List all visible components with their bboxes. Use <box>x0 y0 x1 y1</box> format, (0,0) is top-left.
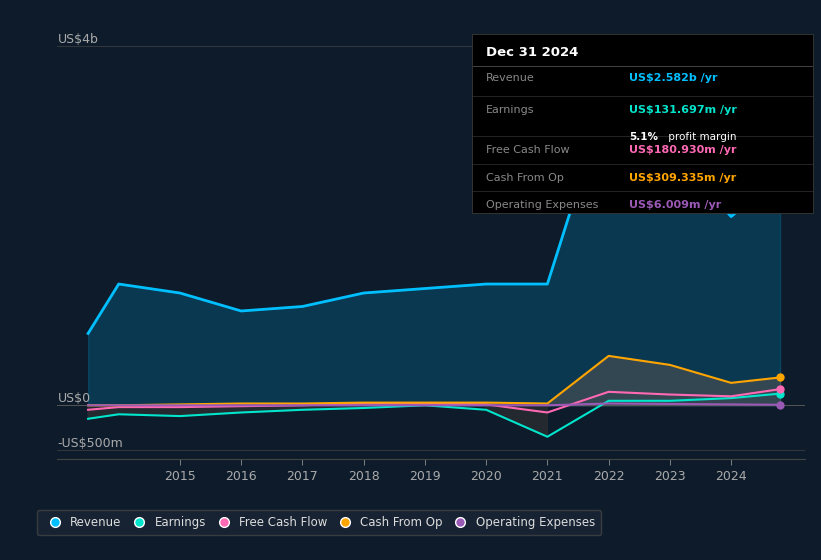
Legend: Revenue, Earnings, Free Cash Flow, Cash From Op, Operating Expenses: Revenue, Earnings, Free Cash Flow, Cash … <box>37 510 601 535</box>
Text: Dec 31 2024: Dec 31 2024 <box>486 46 578 59</box>
Text: US$0: US$0 <box>57 393 90 405</box>
Text: Operating Expenses: Operating Expenses <box>486 200 598 210</box>
Text: US$131.697m /yr: US$131.697m /yr <box>629 105 736 115</box>
Text: US$2.582b /yr: US$2.582b /yr <box>629 73 718 83</box>
Text: US$309.335m /yr: US$309.335m /yr <box>629 174 736 183</box>
Text: -US$500m: -US$500m <box>57 437 123 450</box>
Text: Cash From Op: Cash From Op <box>486 174 563 183</box>
Text: Revenue: Revenue <box>486 73 534 83</box>
Text: profit margin: profit margin <box>664 132 736 142</box>
Text: Earnings: Earnings <box>486 105 534 115</box>
Text: Free Cash Flow: Free Cash Flow <box>486 144 569 155</box>
Text: US$6.009m /yr: US$6.009m /yr <box>629 200 721 210</box>
Text: US$4b: US$4b <box>57 33 99 46</box>
Text: 5.1%: 5.1% <box>629 132 658 142</box>
Text: US$180.930m /yr: US$180.930m /yr <box>629 144 736 155</box>
